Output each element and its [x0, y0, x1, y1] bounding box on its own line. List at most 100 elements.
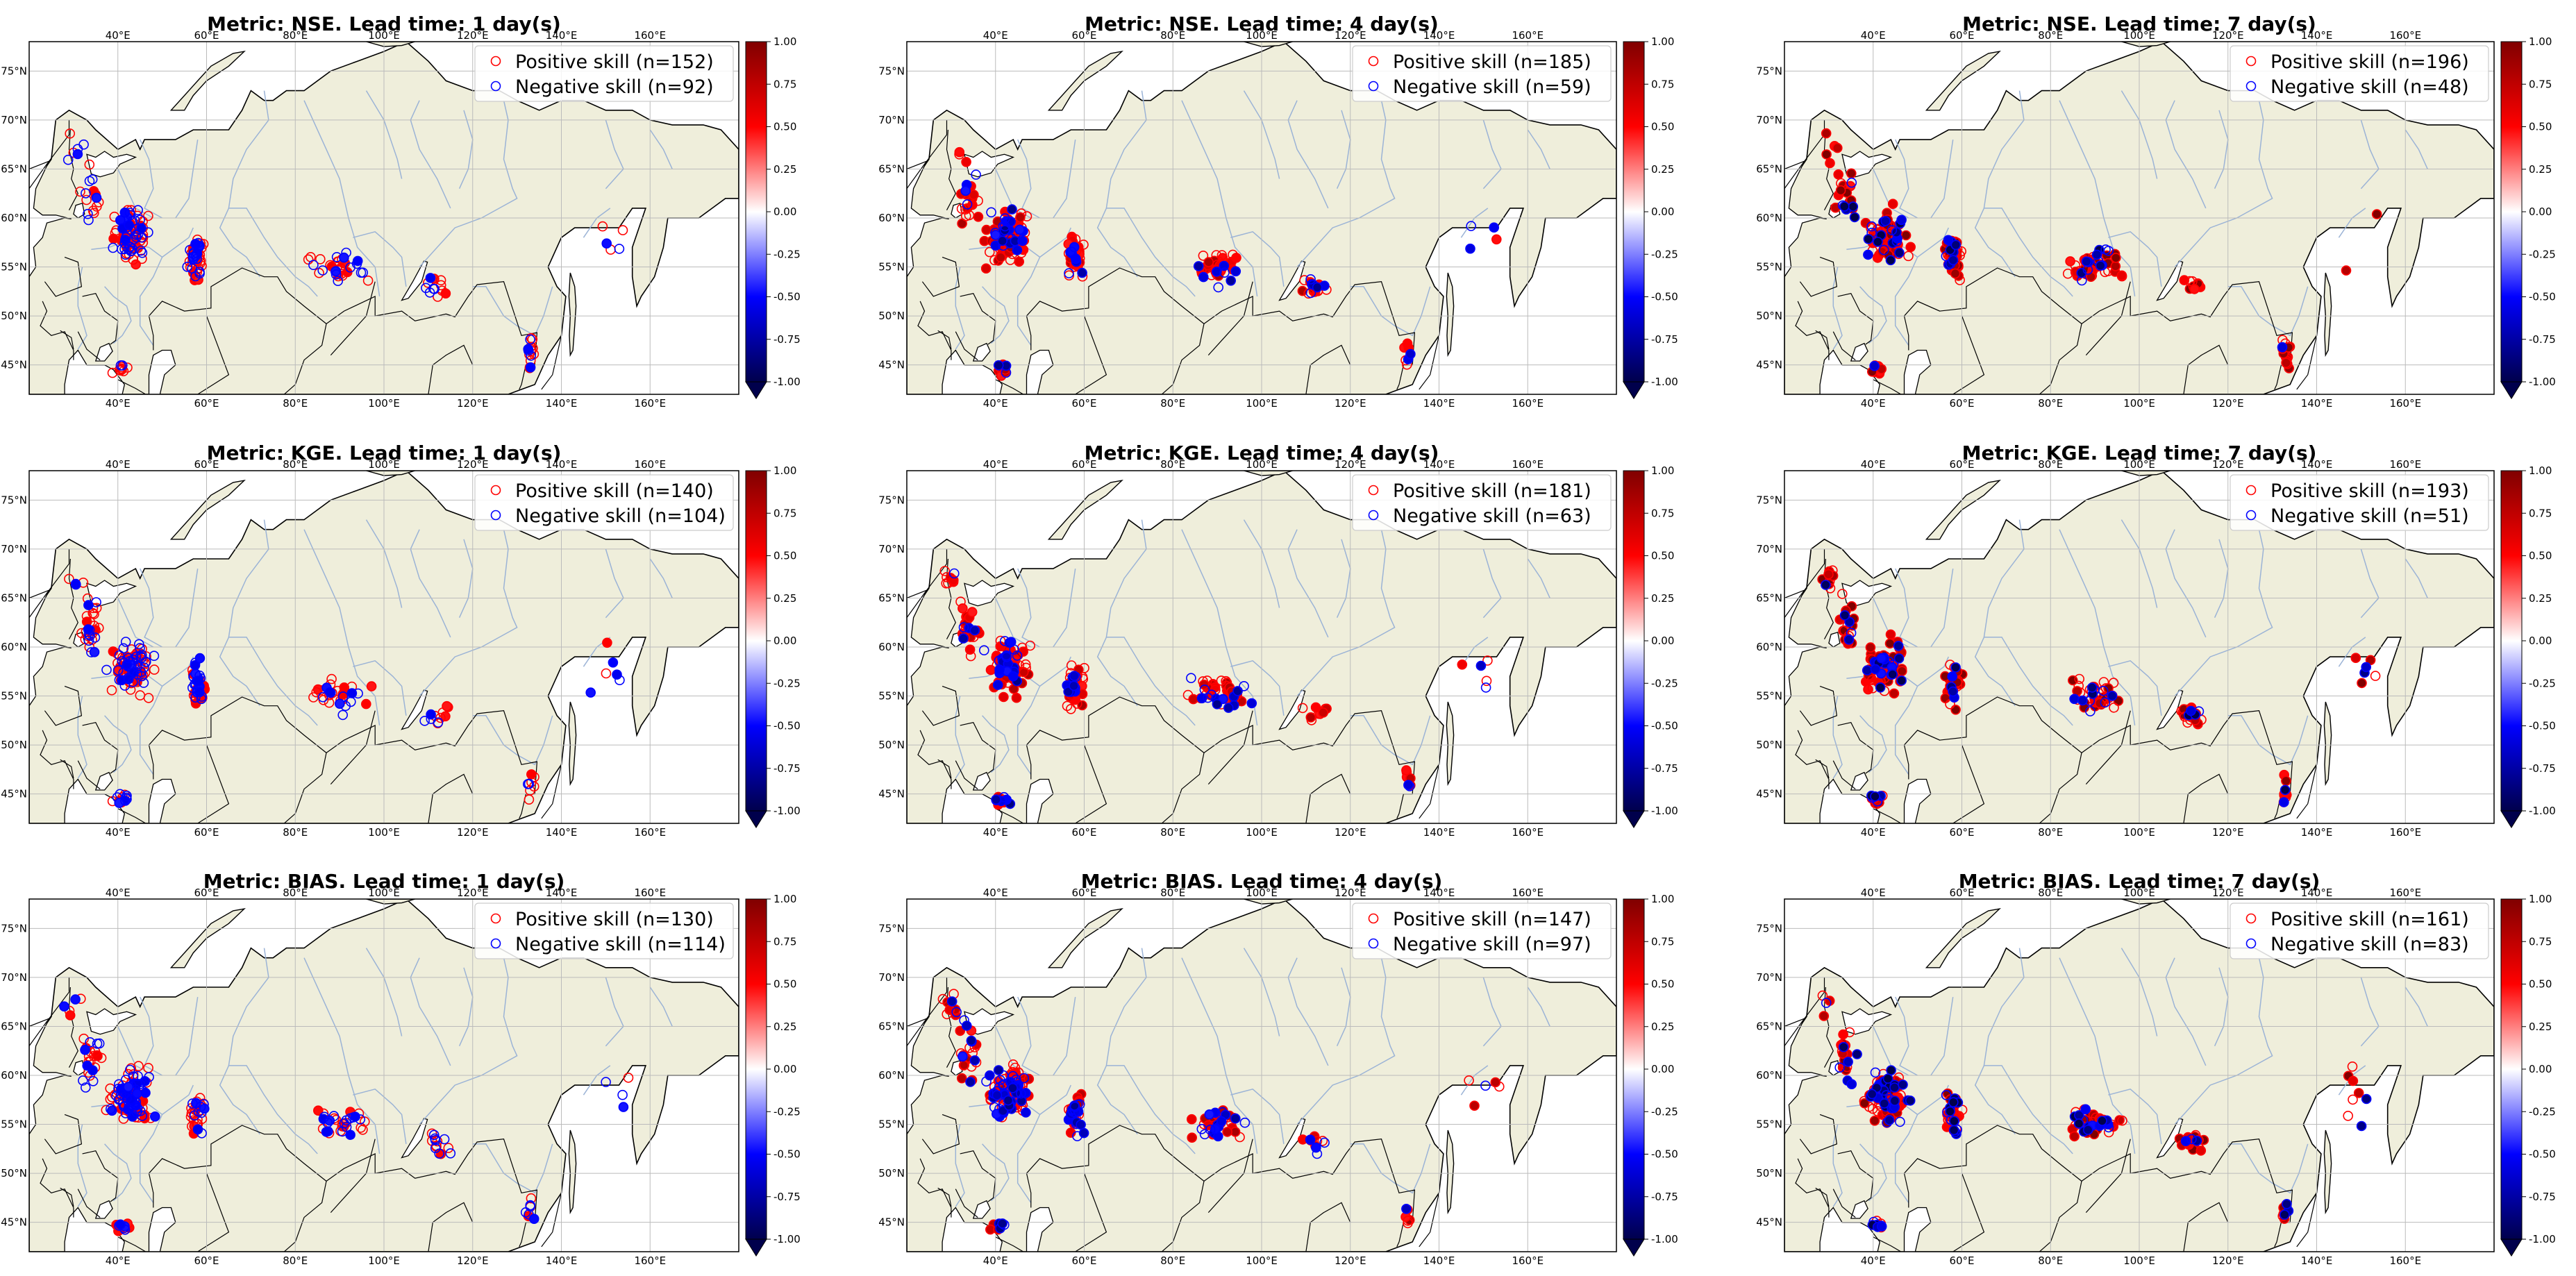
station-negative[interactable]: [1893, 641, 1904, 651]
station-negative[interactable]: [1012, 245, 1023, 255]
station-negative[interactable]: [430, 1143, 441, 1153]
station-negative[interactable]: [946, 996, 957, 1007]
station-negative[interactable]: [334, 698, 345, 710]
station-positive[interactable]: [1015, 212, 1026, 223]
station-negative[interactable]: [612, 669, 622, 680]
station-negative[interactable]: [1405, 349, 1416, 360]
station-negative[interactable]: [2085, 706, 2096, 716]
station-positive[interactable]: [1482, 655, 1493, 666]
station-negative[interactable]: [419, 716, 430, 726]
station-negative[interactable]: [1870, 791, 1880, 802]
station-negative[interactable]: [350, 1111, 360, 1122]
station-positive[interactable]: [2108, 678, 2119, 688]
station-negative[interactable]: [2186, 705, 2196, 716]
station-positive[interactable]: [937, 993, 948, 1005]
station-negative[interactable]: [331, 269, 342, 280]
station-negative[interactable]: [1480, 682, 1491, 693]
station-positive[interactable]: [1837, 589, 1848, 599]
station-positive[interactable]: [967, 607, 978, 617]
station-negative[interactable]: [94, 1038, 105, 1049]
station-negative[interactable]: [1834, 1062, 1845, 1073]
station-positive[interactable]: [2371, 209, 2382, 219]
station-negative[interactable]: [1000, 221, 1010, 232]
station-positive[interactable]: [303, 254, 314, 265]
station-negative[interactable]: [1019, 1073, 1030, 1084]
station-positive[interactable]: [2116, 270, 2127, 281]
station-negative[interactable]: [1895, 1116, 1905, 1127]
station-negative[interactable]: [1947, 671, 1957, 682]
station-negative[interactable]: [524, 778, 535, 789]
station-negative[interactable]: [2073, 1118, 2084, 1129]
station-positive[interactable]: [985, 664, 996, 675]
station-negative[interactable]: [81, 1082, 91, 1093]
station-negative[interactable]: [949, 568, 960, 579]
station-negative[interactable]: [992, 680, 1003, 690]
station-negative[interactable]: [124, 219, 135, 230]
station-negative[interactable]: [1000, 213, 1010, 224]
station-negative[interactable]: [139, 662, 149, 673]
station-positive[interactable]: [1403, 1216, 1413, 1226]
station-negative[interactable]: [114, 1079, 124, 1090]
station-positive[interactable]: [1900, 230, 1912, 241]
station-negative[interactable]: [190, 692, 201, 703]
station-positive[interactable]: [526, 333, 537, 344]
station-negative[interactable]: [1212, 698, 1223, 710]
station-negative[interactable]: [1069, 671, 1080, 681]
station-positive[interactable]: [602, 637, 612, 648]
station-negative[interactable]: [2280, 1209, 2290, 1220]
station-negative[interactable]: [1204, 1109, 1215, 1120]
station-positive[interactable]: [81, 194, 92, 205]
station-negative[interactable]: [951, 1007, 962, 1018]
station-negative[interactable]: [1884, 1115, 1895, 1125]
station-negative[interactable]: [1230, 1113, 1241, 1124]
station-negative[interactable]: [128, 654, 138, 665]
station-negative[interactable]: [136, 649, 147, 660]
station-negative[interactable]: [429, 283, 440, 294]
station-negative[interactable]: [196, 1128, 207, 1139]
station-negative[interactable]: [601, 238, 612, 249]
station-positive[interactable]: [435, 712, 446, 723]
station-negative[interactable]: [2082, 1125, 2093, 1135]
station-negative[interactable]: [2282, 1199, 2292, 1209]
station-negative[interactable]: [1003, 1095, 1014, 1106]
station-positive[interactable]: [65, 128, 75, 139]
station-positive[interactable]: [1228, 249, 1238, 260]
station-negative[interactable]: [135, 1106, 146, 1116]
station-positive[interactable]: [1310, 702, 1321, 713]
station-positive[interactable]: [981, 224, 992, 235]
station-negative[interactable]: [1475, 660, 1487, 671]
station-negative[interactable]: [82, 1060, 92, 1071]
station-negative[interactable]: [614, 244, 625, 254]
station-negative[interactable]: [990, 240, 1001, 251]
station-positive[interactable]: [442, 700, 452, 712]
station-positive[interactable]: [1072, 698, 1082, 709]
station-positive[interactable]: [2189, 284, 2200, 294]
station-negative[interactable]: [526, 350, 536, 361]
station-positive[interactable]: [2109, 702, 2119, 713]
station-negative[interactable]: [83, 600, 94, 610]
station-negative[interactable]: [2098, 685, 2109, 696]
station-negative[interactable]: [83, 629, 94, 640]
station-negative[interactable]: [1863, 249, 1873, 260]
station-negative[interactable]: [119, 238, 130, 249]
station-negative[interactable]: [134, 639, 144, 650]
station-positive[interactable]: [90, 1046, 101, 1057]
station-negative[interactable]: [1064, 268, 1074, 278]
station-positive[interactable]: [524, 794, 535, 805]
station-negative[interactable]: [1206, 689, 1217, 700]
station-negative[interactable]: [958, 622, 969, 632]
station-negative[interactable]: [120, 1108, 131, 1118]
station-negative[interactable]: [1876, 653, 1887, 664]
station-positive[interactable]: [117, 364, 127, 375]
station-negative[interactable]: [1949, 1116, 1959, 1127]
station-negative[interactable]: [1887, 669, 1898, 680]
station-negative[interactable]: [123, 1082, 134, 1092]
station-negative[interactable]: [1848, 201, 1859, 212]
station-negative[interactable]: [1466, 221, 1476, 231]
station-negative[interactable]: [1219, 267, 1230, 278]
station-positive[interactable]: [526, 1193, 537, 1204]
station-negative[interactable]: [1843, 1057, 1853, 1067]
station-negative[interactable]: [194, 242, 204, 253]
station-positive[interactable]: [1838, 1029, 1848, 1040]
station-negative[interactable]: [117, 360, 128, 371]
